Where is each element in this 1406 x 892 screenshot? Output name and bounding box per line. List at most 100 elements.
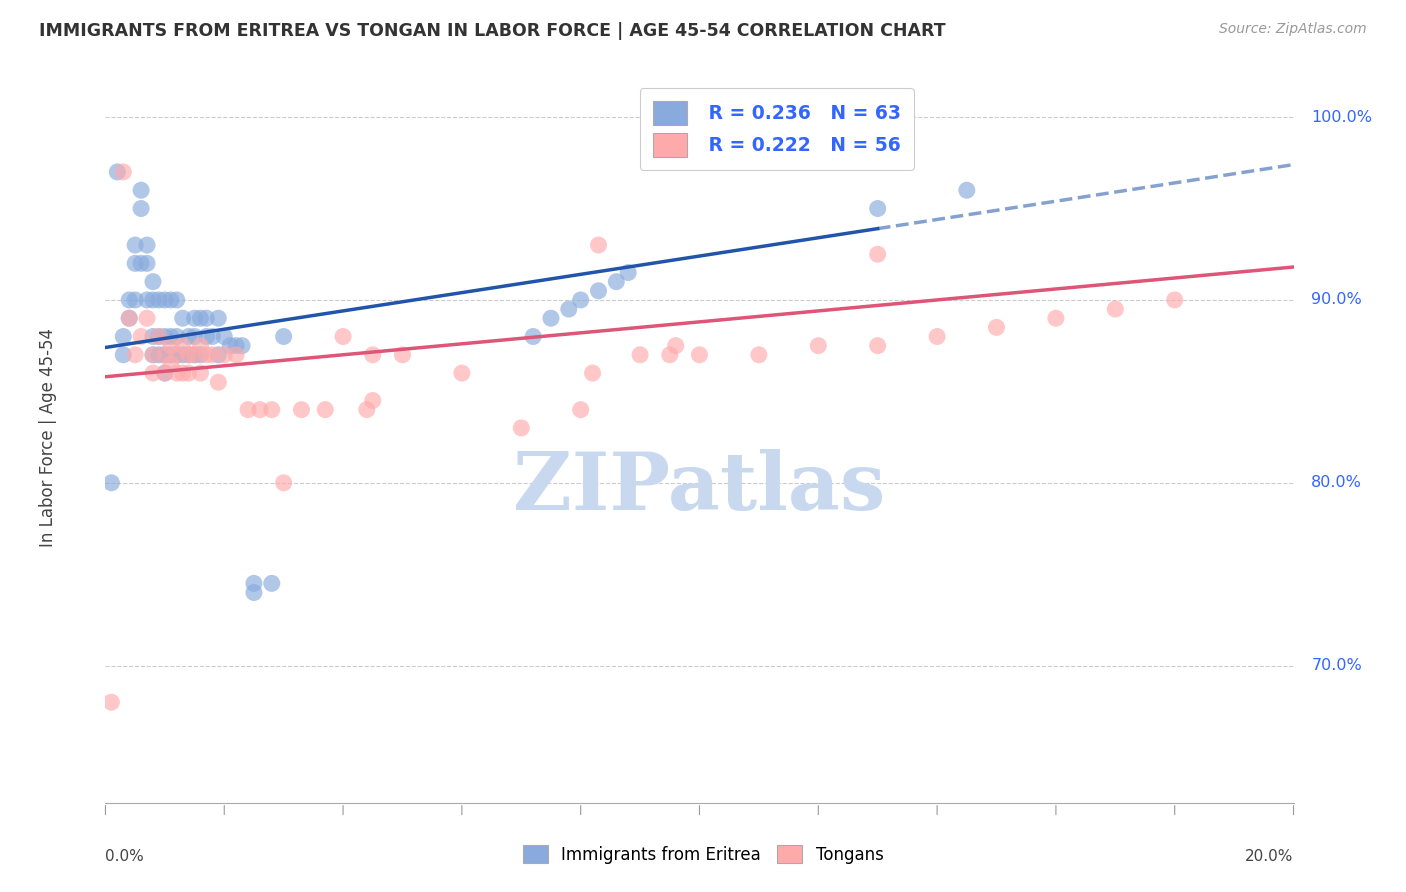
Point bbox=[177, 366, 200, 380]
Text: IMMIGRANTS FROM ERITREA VS TONGAN IN LABOR FORCE | AGE 45-54 CORRELATION CHART: IMMIGRANTS FROM ERITREA VS TONGAN IN LAB… bbox=[39, 22, 946, 40]
Point bbox=[124, 348, 146, 362]
Point bbox=[588, 238, 610, 252]
Point bbox=[581, 366, 603, 380]
Point bbox=[100, 475, 122, 490]
Point bbox=[190, 338, 212, 352]
Point bbox=[142, 348, 165, 362]
Point bbox=[866, 247, 889, 261]
Point bbox=[540, 311, 562, 326]
Point bbox=[260, 402, 283, 417]
Point bbox=[159, 329, 181, 343]
Point bbox=[361, 348, 384, 362]
Point bbox=[153, 348, 176, 362]
Point bbox=[866, 338, 889, 352]
Point bbox=[605, 275, 627, 289]
Point bbox=[273, 475, 295, 490]
Point bbox=[112, 348, 135, 362]
Point bbox=[522, 329, 544, 343]
Point bbox=[112, 329, 135, 343]
Point bbox=[136, 293, 159, 307]
Point bbox=[236, 402, 259, 417]
Point bbox=[166, 348, 188, 362]
Point bbox=[159, 293, 181, 307]
Point bbox=[450, 366, 472, 380]
Point bbox=[148, 348, 170, 362]
Point bbox=[142, 293, 165, 307]
Point bbox=[172, 311, 194, 326]
Point bbox=[142, 366, 165, 380]
Point bbox=[153, 329, 176, 343]
Point bbox=[361, 393, 384, 408]
Point bbox=[148, 293, 170, 307]
Point bbox=[112, 165, 135, 179]
Point bbox=[124, 256, 146, 270]
Point bbox=[153, 348, 176, 362]
Point bbox=[148, 329, 170, 343]
Point bbox=[124, 238, 146, 252]
Text: 80.0%: 80.0% bbox=[1312, 475, 1362, 491]
Point bbox=[166, 293, 188, 307]
Point bbox=[569, 402, 592, 417]
Point bbox=[183, 348, 205, 362]
Point bbox=[927, 329, 949, 343]
Point bbox=[1104, 301, 1126, 316]
Point bbox=[207, 375, 229, 389]
Point bbox=[177, 348, 200, 362]
Point bbox=[225, 348, 247, 362]
Point bbox=[124, 293, 146, 307]
Point bbox=[172, 366, 194, 380]
Point bbox=[183, 311, 205, 326]
Point bbox=[129, 256, 152, 270]
Point bbox=[866, 202, 889, 216]
Point bbox=[1045, 311, 1067, 326]
Point bbox=[142, 348, 165, 362]
Point bbox=[190, 348, 212, 362]
Point bbox=[207, 311, 229, 326]
Point bbox=[172, 338, 194, 352]
Point bbox=[118, 293, 141, 307]
Point bbox=[658, 348, 681, 362]
Point bbox=[159, 348, 181, 362]
Point bbox=[183, 348, 205, 362]
Point bbox=[153, 293, 176, 307]
Point bbox=[207, 348, 229, 362]
Point bbox=[159, 338, 181, 352]
Point bbox=[243, 585, 266, 599]
Point bbox=[273, 329, 295, 343]
Point bbox=[190, 311, 212, 326]
Text: 20.0%: 20.0% bbox=[1246, 848, 1294, 863]
Point bbox=[136, 238, 159, 252]
Text: In Labor Force | Age 45-54: In Labor Force | Age 45-54 bbox=[39, 327, 58, 547]
Point bbox=[219, 338, 242, 352]
Point bbox=[201, 329, 224, 343]
Point bbox=[142, 329, 165, 343]
Text: 100.0%: 100.0% bbox=[1312, 110, 1372, 125]
Point bbox=[689, 348, 711, 362]
Point bbox=[214, 348, 236, 362]
Point bbox=[195, 311, 218, 326]
Point bbox=[153, 366, 176, 380]
Text: 0.0%: 0.0% bbox=[105, 848, 145, 863]
Point bbox=[136, 256, 159, 270]
Point bbox=[748, 348, 770, 362]
Point bbox=[628, 348, 651, 362]
Text: 90.0%: 90.0% bbox=[1312, 293, 1362, 308]
Point bbox=[148, 329, 170, 343]
Point bbox=[356, 402, 378, 417]
Point bbox=[190, 366, 212, 380]
Point bbox=[177, 348, 200, 362]
Legend:  R = 0.236   N = 63,  R = 0.222   N = 56: R = 0.236 N = 63, R = 0.222 N = 56 bbox=[640, 88, 914, 170]
Point bbox=[986, 320, 1008, 334]
Text: 70.0%: 70.0% bbox=[1312, 658, 1362, 673]
Point bbox=[510, 421, 533, 435]
Point bbox=[166, 366, 188, 380]
Point bbox=[172, 348, 194, 362]
Point bbox=[225, 338, 247, 352]
Point bbox=[231, 338, 253, 352]
Point bbox=[558, 301, 581, 316]
Point bbox=[159, 357, 181, 371]
Point bbox=[136, 311, 159, 326]
Point bbox=[332, 329, 354, 343]
Point bbox=[129, 329, 152, 343]
Point bbox=[183, 329, 205, 343]
